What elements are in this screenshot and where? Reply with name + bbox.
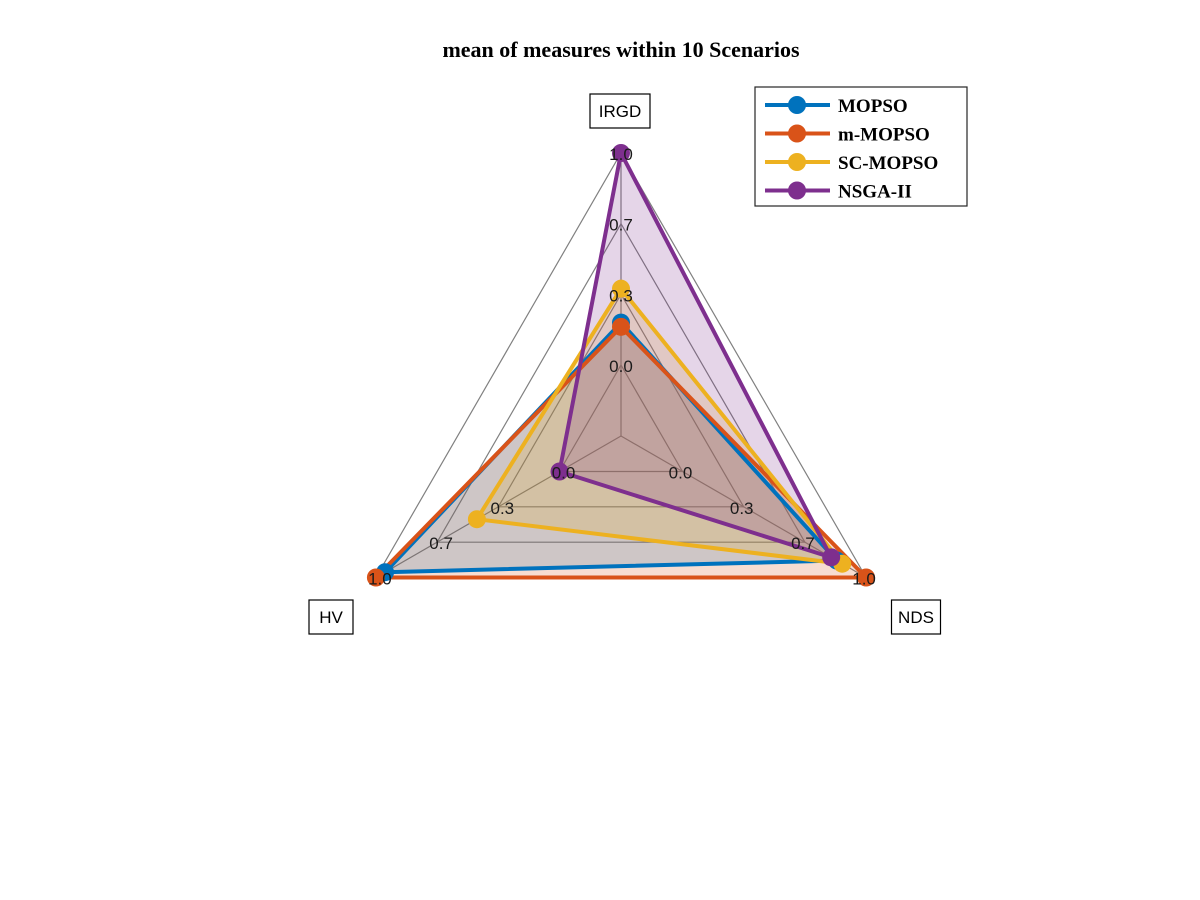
axis-label-text: HV — [319, 608, 343, 627]
axis-spoke — [375, 435, 622, 579]
legend-entry: NSGA-II — [765, 181, 912, 203]
series-line — [557, 151, 834, 560]
data-point — [550, 462, 569, 481]
legend-entry: m-MOPSO — [765, 124, 930, 146]
axis-label: IRGD — [589, 93, 651, 129]
series-markers — [366, 144, 876, 587]
tick-label: 0.7 — [609, 216, 633, 235]
tick-label: 0.7 — [429, 534, 453, 553]
axis-label-text: IRGD — [599, 102, 642, 121]
axis-label-box — [308, 599, 354, 635]
legend-swatch-marker — [788, 96, 806, 114]
series-fills — [375, 153, 867, 578]
tick-label: 0.3 — [490, 499, 514, 518]
legend-swatch-marker — [788, 124, 806, 143]
axis-label: NDS — [890, 599, 942, 635]
data-point — [612, 144, 630, 162]
legend-swatch-marker — [788, 153, 806, 171]
axis-label-box — [589, 93, 651, 129]
series-line — [474, 286, 845, 566]
tick-label: 0.3 — [609, 286, 633, 305]
axis-label-box — [890, 599, 942, 635]
axis-labels: IRGD NDS HV — [308, 93, 942, 635]
grid-ring — [497, 293, 745, 508]
series-area — [375, 326, 867, 578]
data-point — [857, 568, 876, 587]
series-line — [373, 324, 869, 580]
data-point — [612, 279, 630, 298]
grid-ring — [436, 222, 806, 543]
legend: MOPSO m-MOPSO SC-MOPSO NSGA-II — [754, 86, 968, 207]
tick-label: 1.0 — [852, 570, 876, 589]
tick-label: 0.0 — [552, 464, 576, 483]
data-point — [366, 568, 385, 587]
tick-labels: 0.0 0.3 0.7 1.0 0.0 0.3 0.7 1.0 0.0 0.3 0.7 1.0 — [368, 145, 876, 589]
legend-label: NSGA-II — [838, 182, 912, 203]
series-area — [476, 288, 843, 564]
tick-label: 0.0 — [669, 464, 693, 483]
data-point — [822, 548, 841, 567]
tick-label: 1.0 — [368, 570, 392, 589]
tick-label: 0.7 — [791, 534, 815, 553]
data-point — [467, 510, 486, 529]
series-lines — [373, 151, 869, 580]
grid-ring — [558, 363, 684, 473]
legend-label: m-MOPSO — [838, 125, 930, 146]
legend-entry: SC-MOPSO — [765, 153, 938, 174]
tick-label: 1.0 — [609, 145, 633, 164]
tick-label: 0.0 — [609, 357, 633, 376]
axis-label: HV — [308, 599, 354, 635]
series-area — [385, 322, 837, 573]
legend-entry: MOPSO — [765, 96, 908, 117]
data-point — [612, 317, 630, 336]
legend-label: SC-MOPSO — [838, 153, 938, 174]
chart-title: mean of measures within 10 Scenarios — [442, 37, 800, 62]
legend-label: MOPSO — [838, 96, 908, 117]
legend-swatch-marker — [788, 181, 806, 200]
axis-label-text: NDS — [898, 608, 934, 627]
tick-label: 0.3 — [730, 499, 754, 518]
series-area — [559, 153, 832, 558]
